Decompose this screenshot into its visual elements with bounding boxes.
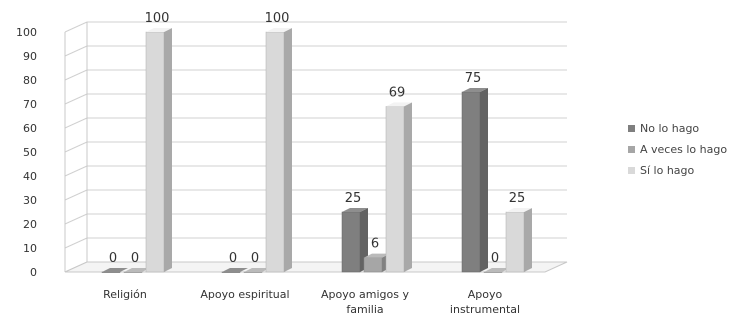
y-tick-label: 30 — [23, 194, 37, 207]
y-tick-label: 70 — [23, 98, 37, 111]
bar — [483, 271, 503, 273]
category-label-line: Apoyo amigos y — [321, 288, 409, 301]
data-label: 69 — [389, 85, 406, 100]
bar-side — [360, 208, 368, 272]
bar-top — [124, 268, 150, 272]
bar — [341, 211, 361, 273]
gridline-side — [64, 45, 88, 57]
bar-top — [364, 253, 390, 258]
legend-swatch — [628, 146, 635, 153]
y-tick-label: 20 — [23, 218, 37, 231]
y-tick-label: 10 — [23, 242, 37, 255]
bar — [101, 271, 121, 273]
y-tick-label: 0 — [30, 266, 37, 279]
bar-top — [484, 268, 510, 272]
bar-top — [146, 28, 172, 32]
bar-top — [506, 208, 532, 212]
data-label: 0 — [229, 251, 237, 266]
gridline-side — [64, 69, 88, 81]
legend-label: A veces lo hago — [640, 143, 727, 156]
y-tick-label: 60 — [23, 122, 37, 135]
data-label: 25 — [509, 191, 526, 206]
data-label: 75 — [465, 71, 482, 86]
category-label-line: instrumental — [450, 303, 520, 316]
gridline-side — [64, 117, 88, 129]
data-label: 0 — [491, 251, 499, 266]
legend-label: Sí lo hago — [640, 164, 695, 177]
category-label-line: familia — [346, 303, 383, 316]
data-label: 0 — [131, 251, 139, 266]
y-axis: 0 10 20 30 40 50 60 70 80 90 100 — [16, 26, 37, 279]
data-label: 0 — [251, 251, 259, 266]
bar-side — [480, 88, 488, 272]
category-label-line: Religión — [103, 288, 147, 301]
data-label: 100 — [145, 11, 170, 26]
data-label: 100 — [265, 11, 290, 26]
legend-label: No lo hago — [640, 122, 699, 135]
legend-swatch — [628, 125, 635, 132]
data-label: 6 — [371, 237, 379, 252]
y-tick-label: 90 — [23, 50, 37, 63]
bar — [123, 271, 143, 273]
bar — [461, 91, 481, 273]
gridline-side — [64, 21, 88, 33]
bars — [101, 28, 532, 273]
chart-floor — [64, 261, 568, 273]
bar-top — [342, 208, 368, 212]
data-label: 0 — [109, 251, 117, 266]
bar-side — [524, 208, 532, 272]
y-tick-label: 40 — [23, 170, 37, 183]
legend-swatch — [628, 167, 635, 174]
bar-side — [284, 28, 292, 272]
gridline-side — [64, 165, 88, 177]
bar — [363, 257, 383, 273]
category-label: Apoyo espiritual — [200, 288, 289, 301]
y-tick-label: 50 — [23, 146, 37, 159]
bar-top — [266, 28, 292, 32]
bar — [243, 271, 263, 273]
x-axis: Religión Apoyo espiritual Apoyo amigos y fa… — [103, 288, 520, 316]
bar — [265, 31, 285, 273]
bar-top — [462, 88, 488, 92]
y-tick-label: 100 — [16, 26, 37, 39]
gridlines — [64, 21, 568, 273]
gridline-side — [64, 189, 88, 201]
gridline-side — [64, 141, 88, 153]
bar — [145, 31, 165, 273]
data-label: 25 — [345, 191, 362, 206]
y-tick-label: 80 — [23, 74, 37, 87]
bar-side — [164, 28, 172, 272]
gridline-side — [64, 93, 88, 105]
category-label: Apoyo instrumental — [450, 288, 520, 316]
gridline-side — [64, 213, 88, 225]
bar-top — [244, 268, 270, 272]
bar — [505, 211, 525, 273]
bar-top — [102, 268, 128, 272]
category-label: Apoyo amigos y familia — [321, 288, 409, 316]
bar — [221, 271, 241, 273]
legend: No lo hago A veces lo hago Sí lo hago — [628, 122, 727, 177]
bar — [385, 106, 405, 273]
bar-top — [222, 268, 248, 272]
bar-top — [386, 102, 412, 107]
gridline-side — [64, 237, 88, 249]
bar-side — [404, 102, 412, 273]
category-label: Religión — [103, 288, 147, 301]
category-label-line: Apoyo — [468, 288, 503, 301]
category-label-line: Apoyo espiritual — [200, 288, 289, 301]
